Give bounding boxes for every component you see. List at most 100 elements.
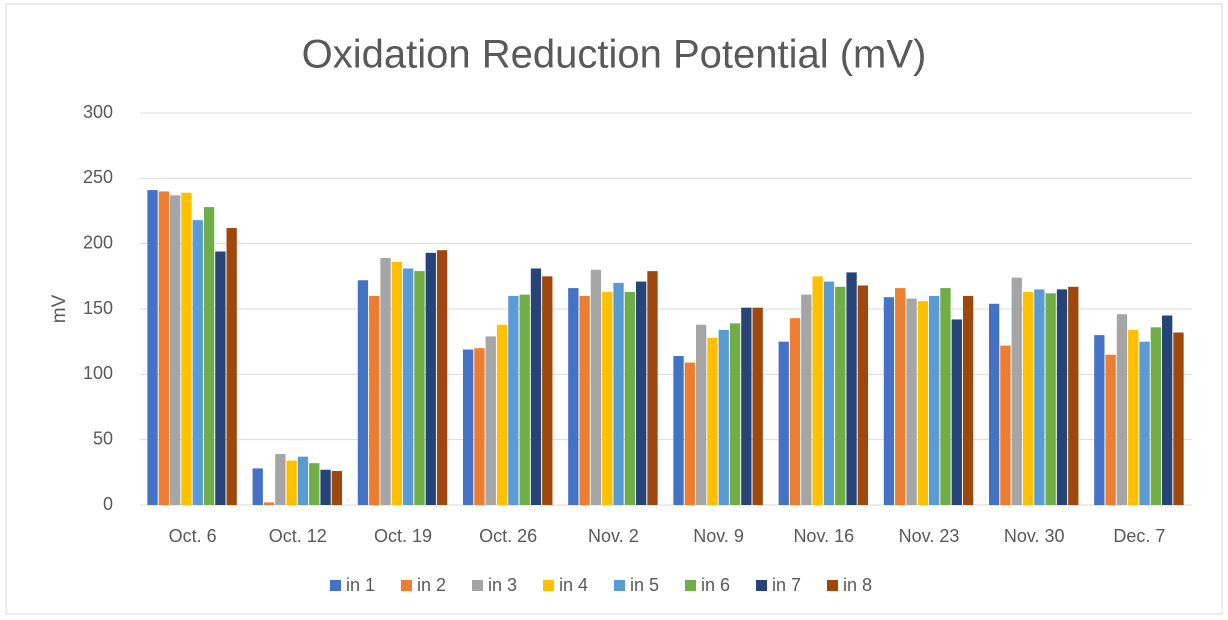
bar	[1105, 354, 1116, 505]
bar	[1045, 293, 1056, 505]
legend-swatch	[756, 580, 767, 591]
bar	[752, 307, 763, 505]
bar	[508, 295, 519, 505]
bar	[309, 463, 320, 505]
bar	[951, 319, 962, 505]
legend-label: in 5	[630, 575, 659, 595]
bar	[906, 298, 917, 505]
bar	[1139, 341, 1150, 505]
bar	[857, 285, 869, 505]
chart-title: Oxidation Reduction Potential (mV)	[302, 33, 927, 77]
bar	[519, 294, 530, 505]
bar	[436, 250, 448, 505]
legend-label: in 7	[772, 575, 801, 595]
bar	[414, 271, 425, 505]
bar	[1150, 327, 1162, 505]
bar	[192, 220, 203, 505]
y-tick-label: 0	[103, 494, 113, 514]
bar	[331, 471, 343, 505]
bar	[917, 301, 928, 505]
x-tick-label: Oct. 19	[374, 526, 432, 546]
bar	[1094, 335, 1105, 505]
bar	[1034, 289, 1045, 505]
bar	[320, 469, 331, 505]
bar	[462, 349, 474, 505]
y-tick-label: 200	[83, 232, 113, 252]
bar	[718, 329, 729, 505]
bar	[474, 348, 485, 505]
bar	[530, 268, 542, 505]
bar	[297, 456, 309, 505]
bar	[778, 341, 789, 505]
bar	[568, 288, 579, 505]
legend-label: in 6	[701, 575, 730, 595]
bar	[496, 324, 508, 505]
bar	[252, 468, 263, 505]
bar	[425, 252, 436, 505]
bar	[203, 207, 215, 505]
bar	[286, 460, 297, 505]
bar	[1173, 332, 1184, 505]
legend-swatch	[685, 580, 696, 591]
x-tick-label: Nov. 16	[793, 526, 854, 546]
bar	[1011, 277, 1022, 505]
y-tick-label: 300	[83, 102, 113, 122]
bar	[929, 295, 940, 505]
bar	[1022, 292, 1034, 505]
legend-swatch	[614, 580, 625, 591]
y-tick-label: 100	[83, 363, 113, 383]
bar	[624, 292, 636, 505]
bar	[263, 502, 275, 505]
bar	[485, 336, 496, 505]
bar	[226, 227, 237, 505]
bar	[695, 324, 707, 505]
bar	[846, 272, 857, 505]
bar	[636, 281, 647, 505]
x-tick-label: Nov. 30	[1004, 526, 1065, 546]
legend-swatch	[472, 580, 483, 591]
legend-swatch	[401, 580, 412, 591]
bar	[542, 276, 553, 505]
bar	[1068, 286, 1079, 505]
bar	[835, 286, 846, 505]
bar	[684, 362, 695, 505]
legend-swatch	[827, 580, 838, 591]
bar	[403, 268, 414, 505]
bar	[707, 337, 718, 505]
bar	[357, 280, 369, 505]
bar	[391, 261, 402, 505]
bar	[801, 294, 812, 505]
bar	[729, 323, 741, 505]
bar	[181, 192, 192, 505]
bar	[823, 281, 835, 505]
bar	[169, 195, 181, 505]
y-tick-label: 250	[83, 167, 113, 187]
x-tick-label: Oct. 6	[169, 526, 217, 546]
bar	[275, 454, 286, 505]
legend-label: in 2	[417, 575, 446, 595]
bar	[613, 282, 624, 505]
legend-label: in 8	[843, 575, 872, 595]
legend-label: in 1	[346, 575, 375, 595]
bar	[940, 288, 951, 505]
legend-label: in 3	[488, 575, 517, 595]
bar	[158, 191, 169, 505]
bar	[215, 251, 226, 505]
bar	[579, 295, 590, 505]
bar	[895, 288, 906, 505]
y-axis-label: mV	[49, 294, 70, 323]
x-tick-label: Nov. 23	[899, 526, 960, 546]
legend-label: in 4	[559, 575, 588, 595]
x-tick-label: Dec. 7	[1113, 526, 1165, 546]
bar	[812, 276, 823, 505]
bar	[988, 303, 1000, 505]
bar	[1128, 329, 1139, 505]
x-tick-label: Oct. 12	[269, 526, 327, 546]
x-tick-label: Nov. 2	[588, 526, 639, 546]
bar	[1056, 289, 1068, 505]
bar	[1162, 315, 1173, 505]
bar	[673, 356, 684, 505]
y-tick-label: 50	[93, 428, 113, 448]
legend-swatch	[330, 580, 341, 591]
